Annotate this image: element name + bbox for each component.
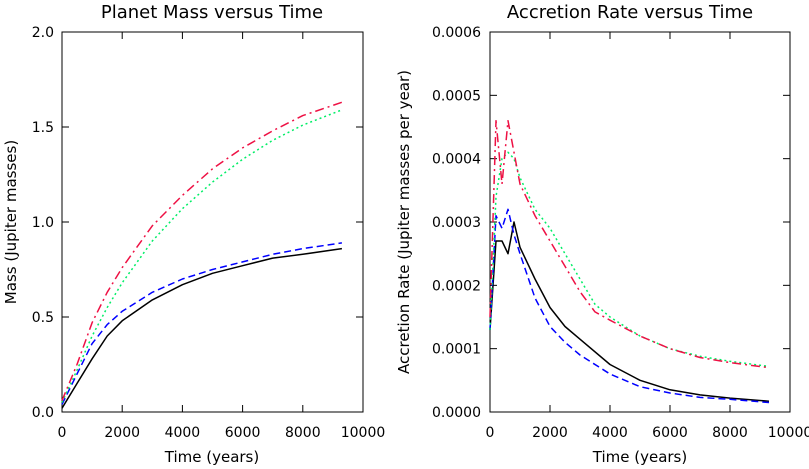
- accretion-chart-xtick-label: 2000: [532, 425, 568, 441]
- accretion-chart-series-dashed: [489, 208, 770, 404]
- mass-chart-xtick-label: 2000: [104, 425, 140, 441]
- accretion-chart-xtick-label: 0: [486, 425, 495, 441]
- accretion-chart-xtick-label: 8000: [712, 425, 748, 441]
- accretion-chart-series-dashdot: [489, 119, 770, 369]
- accretion-chart-ylabel: Accretion Rate (Jupiter masses per year): [395, 70, 413, 374]
- mass-chart-xtick-label: 4000: [165, 425, 201, 441]
- accretion-chart-xtick-label: 10000: [768, 425, 809, 441]
- accretion-chart-ytick-label: 0.0004: [432, 152, 481, 168]
- mass-chart-ytick-label: 2.0: [32, 25, 54, 41]
- accretion-chart-ytick-label: 0.0003: [432, 215, 481, 231]
- mass-chart-xtick-label: 10000: [341, 425, 386, 441]
- accretion-chart: Accretion Rate versus Time Time (years) …: [395, 2, 809, 466]
- accretion-chart-title: Accretion Rate versus Time: [507, 2, 753, 23]
- accretion-chart-ytick-label: 0.0001: [432, 342, 481, 358]
- mass-chart-series-dotted: [61, 109, 343, 403]
- accretion-chart-xtick-label: 4000: [592, 425, 628, 441]
- mass-chart-xtick-label: 0: [58, 425, 67, 441]
- mass-chart-xtick-label: 6000: [225, 425, 261, 441]
- mass-chart-ytick-label: 1.0: [32, 215, 54, 231]
- accretion-chart-lines: [489, 119, 770, 404]
- mass-chart-frame: [61, 31, 364, 413]
- accretion-chart-ytick-label: 0.0000: [432, 405, 481, 421]
- mass-chart-ytick-label: 1.5: [32, 120, 54, 136]
- mass-chart-ytick-label: 0.5: [32, 310, 54, 326]
- accretion-chart-series-solid: [489, 221, 770, 402]
- mass-chart-series-solid: [61, 247, 343, 409]
- mass-chart: Planet Mass versus Time Time (years) Mas…: [2, 2, 385, 466]
- mass-chart-xtick-label: 8000: [285, 425, 321, 441]
- mass-chart-title: Planet Mass versus Time: [101, 2, 323, 23]
- accretion-chart-ytick-label: 0.0005: [432, 88, 481, 104]
- mass-chart-series-dashdot: [61, 101, 343, 401]
- accretion-chart-ytick-label: 0.0002: [432, 278, 481, 294]
- mass-chart-ylabel: Mass (Jupiter masses): [2, 140, 20, 304]
- accretion-chart-xtick-label: 6000: [652, 425, 688, 441]
- accretion-chart-ytick-label: 0.0006: [432, 25, 481, 41]
- accretion-chart-frame: [489, 31, 791, 413]
- accretion-chart-xlabel: Time (years): [592, 448, 687, 466]
- accretion-chart-ticks: 0 2000 4000 6000 8000 10000 0.0000 0.0001 0.0002…: [432, 25, 809, 441]
- mass-chart-ticks: 0 2000 4000 6000 8000 10000 0.0 0.5 1.0 1.5 2.0: [32, 25, 386, 441]
- mass-chart-lines: [61, 101, 343, 409]
- mass-chart-xlabel: Time (years): [164, 448, 259, 466]
- mass-chart-series-dashed: [61, 242, 343, 405]
- mass-chart-ytick-label: 0.0: [32, 405, 54, 421]
- accretion-chart-series-dotted: [489, 151, 770, 368]
